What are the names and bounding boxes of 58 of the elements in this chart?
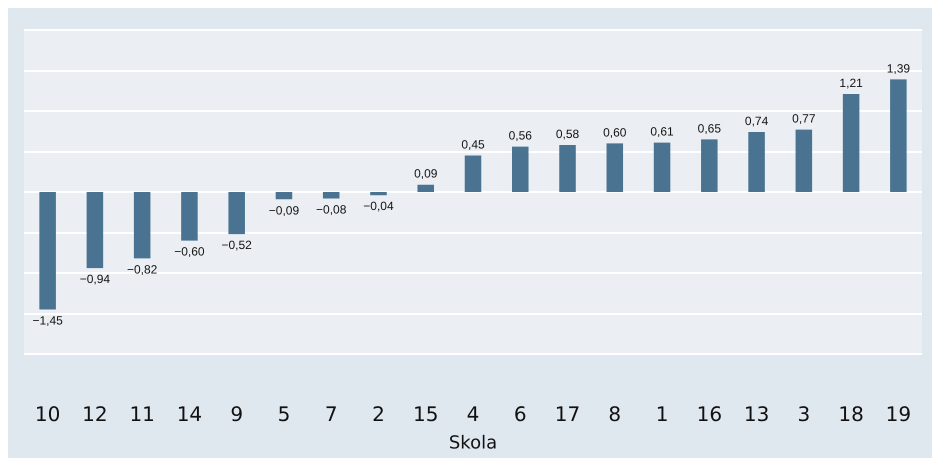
- bar: [417, 184, 434, 192]
- data-label: 0,58: [556, 127, 580, 142]
- data-label: 0,09: [414, 166, 438, 181]
- x-tick-label: 6: [514, 402, 527, 426]
- bar: [559, 145, 576, 192]
- bar: [701, 139, 718, 192]
- data-label: 1,21: [839, 76, 864, 90]
- data-label: 0,74: [744, 114, 769, 128]
- x-tick-label: 17: [554, 402, 580, 426]
- data-label: −0,60: [174, 244, 205, 259]
- x-tick-label: 8: [608, 402, 622, 426]
- data-label: 1,39: [886, 61, 910, 76]
- x-tick-label: 14: [176, 402, 202, 426]
- data-label: −0,08: [316, 202, 347, 216]
- bar: [464, 156, 482, 192]
- x-tick-label: 4: [466, 402, 480, 426]
- bar: [842, 94, 860, 192]
- x-tick-label: 2: [372, 402, 385, 426]
- bar: [276, 192, 292, 200]
- bar: [796, 130, 812, 192]
- bar: [181, 192, 198, 241]
- bar: [86, 192, 104, 268]
- x-tick-label: 16: [696, 402, 722, 426]
- bar: [134, 192, 150, 258]
- data-label: −1,45: [32, 313, 64, 328]
- data-label: 0,61: [650, 124, 674, 139]
- data-label: 0,77: [792, 112, 816, 126]
- x-tick-label: 15: [413, 402, 438, 426]
- x-axis-title: Skola: [448, 432, 498, 454]
- data-label: 0,56: [508, 128, 532, 143]
- x-tick-label: 12: [82, 402, 108, 426]
- data-label: 0,65: [698, 121, 722, 136]
- x-tick-label: 7: [324, 402, 338, 426]
- bar: [228, 192, 245, 234]
- x-tick-label: 5: [278, 402, 290, 426]
- bar: [370, 192, 387, 196]
- bar: [322, 192, 340, 198]
- data-label: −0,52: [221, 238, 252, 252]
- bar: [512, 146, 529, 192]
- bar: [39, 192, 56, 310]
- bar: [654, 142, 670, 192]
- x-tick-label: 1: [656, 402, 668, 426]
- x-tick-label: 19: [886, 402, 912, 426]
- x-tick-label: 11: [129, 402, 155, 426]
- x-tick-label: 3: [797, 402, 810, 426]
- data-label: 0,45: [461, 138, 485, 152]
- x-tick-label: 18: [838, 402, 864, 426]
- x-tick-label: 10: [34, 402, 60, 426]
- x-tick-label: 9: [230, 402, 244, 426]
- data-label: −0,09: [268, 203, 300, 218]
- data-label: 0,60: [603, 125, 627, 140]
- bar: [748, 132, 765, 192]
- bar: [606, 143, 624, 192]
- data-label: −0,94: [80, 272, 110, 286]
- data-label: −0,82: [126, 262, 158, 276]
- data-label: −0,04: [363, 199, 394, 214]
- x-tick-label: 13: [744, 402, 770, 426]
- bar: [890, 79, 907, 192]
